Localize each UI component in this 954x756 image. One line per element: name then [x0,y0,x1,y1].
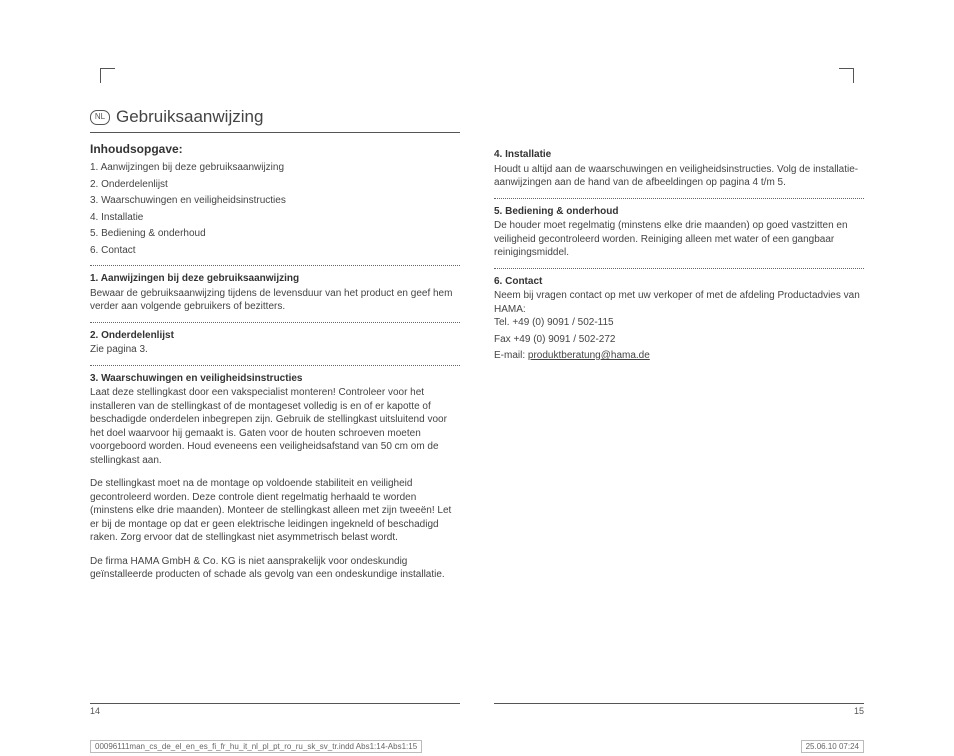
title-row: NL Gebruiksaanwijzing [90,106,460,129]
toc-heading: Inhoudsopgave: [90,141,460,157]
toc-item: 1. Aanwijzingen bij deze gebruiksaanwijz… [90,161,460,175]
page-spread: NL Gebruiksaanwijzing Inhoudsopgave: 1. … [90,106,864,592]
section-title: 5. Bediening & onderhoud [494,205,864,219]
page-number-right: 15 [494,703,864,716]
language-badge: NL [90,110,110,125]
section-title: 2. Onderdelenlijst [90,329,460,343]
email-label: E-mail: [494,350,528,361]
divider [494,268,864,269]
title-rule [90,132,460,133]
contact-email-line: E-mail: produktberatung@hama.de [494,349,864,363]
section-body: De houder moet regelmatig (minstens elke… [494,219,864,260]
divider [90,322,460,323]
section-title: 3. Waarschuwingen en veiligheidsinstruct… [90,372,460,386]
contact-email: produktberatung@hama.de [528,350,650,361]
page-number-left: 14 [90,703,460,716]
section-title: 4. Installatie [494,148,864,162]
toc-item: 2. Onderdelenlijst [90,178,460,192]
right-column: 4. Installatie Houdt u altijd aan de waa… [494,106,864,592]
section-paragraph: De stellingkast moet na de montage op vo… [90,477,460,545]
indd-file: 00096111man_cs_de_el_en_es_fi_fr_hu_it_n… [90,740,422,753]
section-body: Zie pagina 3. [90,343,460,357]
contact-fax: Fax +49 (0) 9091 / 502-272 [494,333,864,347]
section-paragraph: De firma HAMA GmbH & Co. KG is niet aans… [90,555,460,582]
section-body: Houdt u altijd aan de waarschuwingen en … [494,163,864,190]
section-paragraph: Laat deze stellingkast door een vakspeci… [90,386,460,467]
toc-item: 4. Installatie [90,211,460,225]
divider [494,198,864,199]
contact-intro: Neem bij vragen contact op met uw verkop… [494,289,864,316]
indd-date: 25.06.10 07:24 [801,740,864,753]
spacer [494,106,864,148]
indd-metadata: 00096111man_cs_de_el_en_es_fi_fr_hu_it_n… [90,740,864,753]
contact-tel: Tel. +49 (0) 9091 / 502-115 [494,316,864,330]
divider [90,265,460,266]
toc-item: 6. Contact [90,244,460,258]
footer: 14 15 [90,703,864,716]
left-column: NL Gebruiksaanwijzing Inhoudsopgave: 1. … [90,106,460,592]
section-body: Bewaar de gebruiksaanwijzing tijdens de … [90,287,460,314]
toc-item: 5. Bediening & onderhoud [90,227,460,241]
divider [90,365,460,366]
toc-item: 3. Waarschuwingen en veiligheidsinstruct… [90,194,460,208]
crop-mark-tr [839,68,854,83]
toc-list: 1. Aanwijzingen bij deze gebruiksaanwijz… [90,161,460,257]
crop-mark-tl [100,68,115,83]
section-title: 1. Aanwijzingen bij deze gebruiksaanwijz… [90,272,460,286]
section-title: 6. Contact [494,275,864,289]
document-title: Gebruiksaanwijzing [116,106,263,129]
